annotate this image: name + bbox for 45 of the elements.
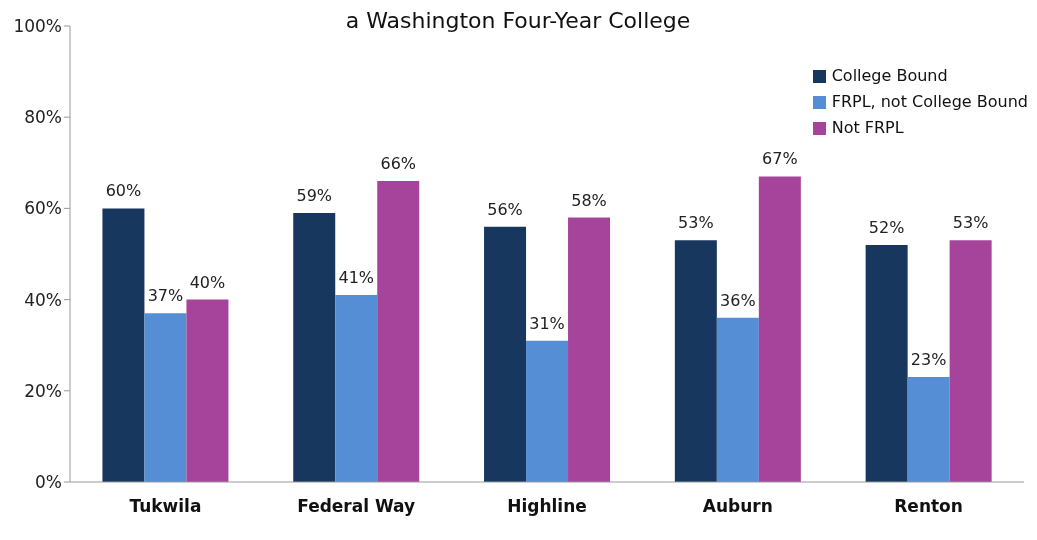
data-label: 41% [338, 268, 375, 288]
x-tick-label: Auburn [702, 496, 773, 517]
data-label: 59% [296, 185, 333, 205]
bar [144, 313, 187, 482]
data-label: 58% [571, 190, 607, 210]
data-label: 52% [868, 217, 905, 237]
bar [758, 176, 801, 482]
bar [716, 317, 759, 482]
data-label: 53% [952, 213, 989, 233]
y-tick-label: 0% [35, 472, 62, 493]
data-label: 56% [487, 199, 523, 219]
bar [865, 244, 908, 482]
data-label: 67% [762, 149, 798, 169]
data-label: 66% [380, 154, 417, 174]
bar [949, 240, 992, 482]
legend-label: FRPL, not College Bound [831, 91, 1028, 113]
bar [568, 217, 611, 482]
bar [907, 377, 950, 482]
legend-label: College Bound [831, 65, 948, 87]
x-tick-label: Tukwila [129, 496, 202, 517]
data-label: 31% [529, 313, 565, 333]
data-label: 36% [720, 290, 756, 310]
chart-title: a Washington Four-Year College [345, 8, 691, 33]
x-tick-label: Renton [894, 496, 963, 517]
data-label: 40% [189, 272, 226, 292]
bar [186, 299, 229, 482]
y-tick-label: 60% [24, 198, 62, 219]
data-label: 23% [910, 350, 947, 370]
bar [484, 226, 527, 482]
y-tick-label: 40% [24, 289, 62, 310]
bar [674, 240, 717, 482]
bar [293, 212, 336, 482]
y-tick-label: 80% [24, 107, 62, 128]
bar [526, 340, 569, 482]
bar [377, 181, 420, 482]
x-tick-label: Federal Way [297, 496, 416, 517]
bar [102, 208, 145, 482]
data-label: 60% [105, 181, 142, 201]
legend-label: Not FRPL [831, 117, 904, 139]
y-tick-label: 100% [13, 16, 62, 37]
data-label: 37% [147, 286, 184, 306]
data-label: 53% [678, 213, 714, 233]
y-tick-label: 20% [24, 380, 62, 401]
bar [335, 295, 378, 482]
x-tick-label: Highline [507, 496, 587, 517]
